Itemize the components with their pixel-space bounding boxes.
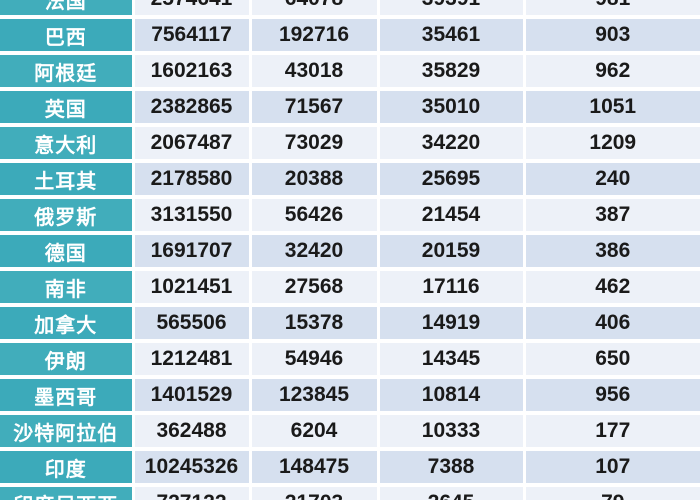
stat-cell: 14919 [378,305,526,343]
stat-cell: 15378 [250,305,380,343]
stat-cell: 35010 [378,89,526,127]
stat-cell: 1209 [524,125,700,163]
country-cell: 伊朗 [0,341,135,379]
stat-cell: 79 [524,485,700,500]
table-row: 伊朗 1212481 54946 14345 650 [0,341,700,379]
table-row: 墨西哥 1401529 123845 10814 956 [0,377,700,415]
country-cell: 南非 [0,269,135,307]
table-row: 法国 2574641 64078 39391 981 [0,0,700,19]
table-row: 土耳其 2178580 20388 25695 240 [0,161,700,199]
country-cell: 俄罗斯 [0,197,135,235]
stat-cell: 956 [524,377,700,415]
stat-cell: 1212481 [133,341,252,379]
table-row: 沙特阿拉伯 362488 6204 10333 177 [0,413,700,451]
country-cell: 土耳其 [0,161,135,199]
stat-cell: 192716 [250,17,380,55]
stat-cell: 17116 [378,269,526,307]
stat-cell: 25695 [378,161,526,199]
stat-cell: 240 [524,161,700,199]
table-row: 印度 10245326 148475 7388 107 [0,449,700,487]
stat-cell: 2382865 [133,89,252,127]
country-cell: 巴西 [0,17,135,55]
stat-cell: 177 [524,413,700,451]
stat-cell: 981 [524,0,700,19]
stat-cell: 35829 [378,53,526,91]
table-row: 德国 1691707 32420 20159 386 [0,233,700,271]
stat-cell: 462 [524,269,700,307]
stat-cell: 56426 [250,197,380,235]
stat-cell: 20159 [378,233,526,271]
country-cell: 法国 [0,0,135,19]
table-row: 加拿大 565506 15378 14919 406 [0,305,700,343]
stat-cell: 39391 [378,0,526,19]
country-cell: 沙特阿拉伯 [0,413,135,451]
stat-cell: 1691707 [133,233,252,271]
country-cell: 印度尼西亚 [0,485,135,500]
stat-cell: 1021451 [133,269,252,307]
stat-cell: 20388 [250,161,380,199]
stat-cell: 362488 [133,413,252,451]
stat-cell: 565506 [133,305,252,343]
stat-cell: 32420 [250,233,380,271]
stat-cell: 6204 [250,413,380,451]
country-cell: 德国 [0,233,135,271]
stat-cell: 54946 [250,341,380,379]
stat-cell: 107 [524,449,700,487]
stat-cell: 123845 [250,377,380,415]
stat-cell: 27568 [250,269,380,307]
stat-cell: 7564117 [133,17,252,55]
stat-cell: 386 [524,233,700,271]
country-cell: 英国 [0,89,135,127]
stat-cell: 1051 [524,89,700,127]
stat-cell: 10333 [378,413,526,451]
table-row: 巴西 7564117 192716 35461 903 [0,17,700,55]
country-cell: 加拿大 [0,305,135,343]
stat-cell: 2574641 [133,0,252,19]
stat-cell: 7388 [378,449,526,487]
table-row: 俄罗斯 3131550 56426 21454 387 [0,197,700,235]
stat-cell: 2645 [378,485,526,500]
stat-cell: 34220 [378,125,526,163]
stat-cell: 2067487 [133,125,252,163]
stat-cell: 73029 [250,125,380,163]
stat-cell: 10814 [378,377,526,415]
stat-cell: 2178580 [133,161,252,199]
stat-cell: 1401529 [133,377,252,415]
stat-cell: 71567 [250,89,380,127]
stat-cell: 14345 [378,341,526,379]
country-cell: 阿根廷 [0,53,135,91]
stat-cell: 1602163 [133,53,252,91]
stat-cell: 903 [524,17,700,55]
stat-cell: 387 [524,197,700,235]
country-cell: 墨西哥 [0,377,135,415]
stat-cell: 43018 [250,53,380,91]
stat-cell: 727122 [133,485,252,500]
table-row: 意大利 2067487 73029 34220 1209 [0,125,700,163]
table-row: 英国 2382865 71567 35010 1051 [0,89,700,127]
stat-cell: 650 [524,341,700,379]
stat-cell: 21703 [250,485,380,500]
stat-cell: 64078 [250,0,380,19]
table-row: 印度尼西亚 727122 21703 2645 79 [0,485,700,500]
table-row: 阿根廷 1602163 43018 35829 962 [0,53,700,91]
country-cell: 意大利 [0,125,135,163]
stat-cell: 406 [524,305,700,343]
table-row: 南非 1021451 27568 17116 462 [0,269,700,307]
stat-cell: 35461 [378,17,526,55]
stat-cell: 10245326 [133,449,252,487]
stat-cell: 962 [524,53,700,91]
stat-cell: 3131550 [133,197,252,235]
stat-cell: 148475 [250,449,380,487]
country-cell: 印度 [0,449,135,487]
stat-cell: 21454 [378,197,526,235]
